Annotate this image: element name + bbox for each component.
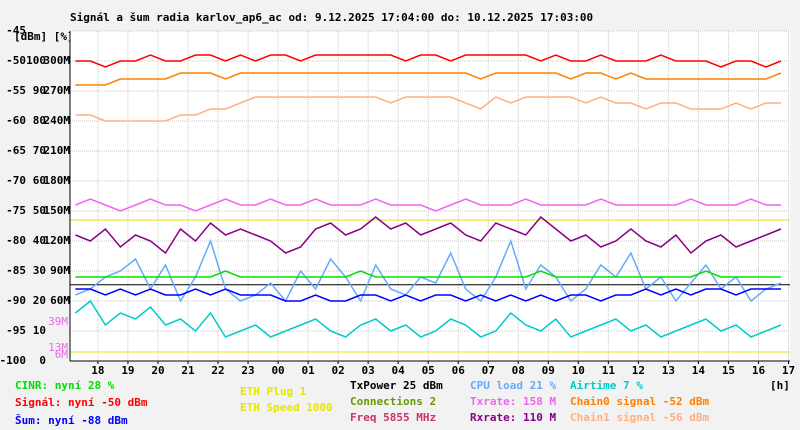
y-tick-label: -100	[0, 354, 26, 367]
y-tick-label-rate: 120M	[44, 234, 71, 247]
annotation: 13M	[48, 341, 68, 354]
series-line	[75, 198, 781, 212]
y-tick-label-pct: 60	[33, 174, 46, 187]
y-tick-label: -50	[6, 54, 26, 67]
legend-entry: Rxrate: 110 M	[470, 411, 556, 424]
series-line	[75, 238, 782, 303]
x-tick-label: 07	[482, 364, 495, 377]
legend-entry: CINR: nyní 28 %	[15, 379, 115, 392]
x-tick-label: 04	[392, 364, 406, 377]
chart-title: Signál a šum radia karlov_ap6_ac od: 9.1…	[70, 11, 593, 24]
y-tick-label: -60	[6, 114, 26, 127]
legend-entry: TxPower 25 dBm	[350, 379, 443, 392]
x-tick-label: 09	[542, 364, 555, 377]
x-tick-label: 20	[151, 364, 164, 377]
x-tick-label: 23	[241, 364, 254, 377]
x-tick-label: 01	[301, 364, 315, 377]
y-tick-label-rate: 270M	[44, 84, 71, 97]
y-tick-label-pct: 40	[33, 234, 46, 247]
x-tick-label: 17	[782, 364, 795, 377]
series-line	[75, 288, 781, 302]
y-tick-label-pct: 100	[26, 54, 46, 67]
x-tick-label: 14	[692, 364, 706, 377]
series-line	[75, 72, 782, 86]
x-tick-label: 06	[452, 364, 466, 377]
y-tick-label-rate: 210M	[44, 144, 71, 157]
legend-entry: Txrate: 158 M	[470, 395, 556, 408]
x-tick-label: 11	[602, 364, 616, 377]
x-tick-label: 16	[752, 364, 766, 377]
y-tick-label: -90	[6, 294, 26, 307]
x-tick-label: 03	[362, 364, 375, 377]
x-tick-label: 15	[722, 364, 735, 377]
plot-area	[70, 31, 790, 361]
x-tick-label: 00	[271, 364, 284, 377]
x-tick-label: 21	[181, 364, 195, 377]
x-tick-label: 10	[572, 364, 585, 377]
series-line	[75, 96, 781, 122]
y-tick-label: -55	[6, 84, 26, 97]
y-tick-label: -85	[6, 264, 26, 277]
x-tick-label: 05	[422, 364, 435, 377]
y-tick-label: -75	[6, 204, 26, 217]
legend-entry: Airtime 7 %	[570, 379, 643, 392]
y-tick-label-pct: 20	[33, 294, 46, 307]
y-tick-label: -65	[6, 144, 26, 157]
y-tick-label-pct: 0	[39, 354, 46, 367]
legend-entry: ETH Speed 1000	[240, 401, 333, 414]
y-tick-label-pct: 50	[33, 204, 46, 217]
series-line	[75, 215, 782, 255]
y-tick-label: -70	[6, 174, 26, 187]
y-tick-label-pct: 70	[33, 144, 46, 157]
legend-entry: Chain0 signal -52 dBm	[570, 395, 709, 408]
x-tick-label: 22	[211, 364, 224, 377]
annotation: 39M	[48, 315, 68, 328]
x-tick-label: 02	[331, 364, 344, 377]
x-tick-label: 18	[91, 364, 104, 377]
y-axis-label: [dBm] [%]	[14, 30, 74, 43]
x-axis-label: [h]	[770, 379, 790, 392]
legend-entry: Šum: nyní -88 dBm	[15, 414, 128, 427]
y-tick-label: -95	[6, 324, 26, 337]
y-tick-label-rate: 150M	[44, 204, 71, 217]
annotation: 6M	[55, 348, 69, 361]
y-tick-label-pct: 10	[33, 324, 46, 337]
y-tick-label-rate: 300M	[44, 54, 71, 67]
y-tick-label-pct: 90	[33, 84, 46, 97]
legend-entry: ETH Plug 1	[240, 385, 307, 398]
x-tick-label: 13	[662, 364, 675, 377]
x-tick-label: 08	[512, 364, 525, 377]
y-tick-label-rate: 90M	[50, 264, 70, 277]
y-tick-label-rate: 240M	[44, 114, 71, 127]
series-line	[75, 54, 782, 68]
y-tick-label-pct: 80	[33, 114, 46, 127]
legend-entry: Freq 5855 MHz	[350, 411, 436, 424]
series-line	[74, 299, 782, 338]
x-tick-label: 19	[121, 364, 134, 377]
legend-entry: Connections 2	[350, 395, 436, 408]
y-tick-label: -45	[6, 24, 26, 37]
y-tick-label-rate: 180M	[44, 174, 71, 187]
y-tick-label: -80	[6, 234, 26, 247]
x-tick-label: 12	[632, 364, 645, 377]
y-tick-label-pct: 30	[33, 264, 46, 277]
legend-entry: CPU load 21 %	[470, 379, 556, 392]
y-tick-label-rate: 60M	[50, 294, 70, 307]
series-line	[75, 270, 781, 278]
legend-entry: Chain1 signal -56 dBm	[570, 411, 709, 424]
legend-entry: Signál: nyní -50 dBm	[15, 396, 148, 409]
